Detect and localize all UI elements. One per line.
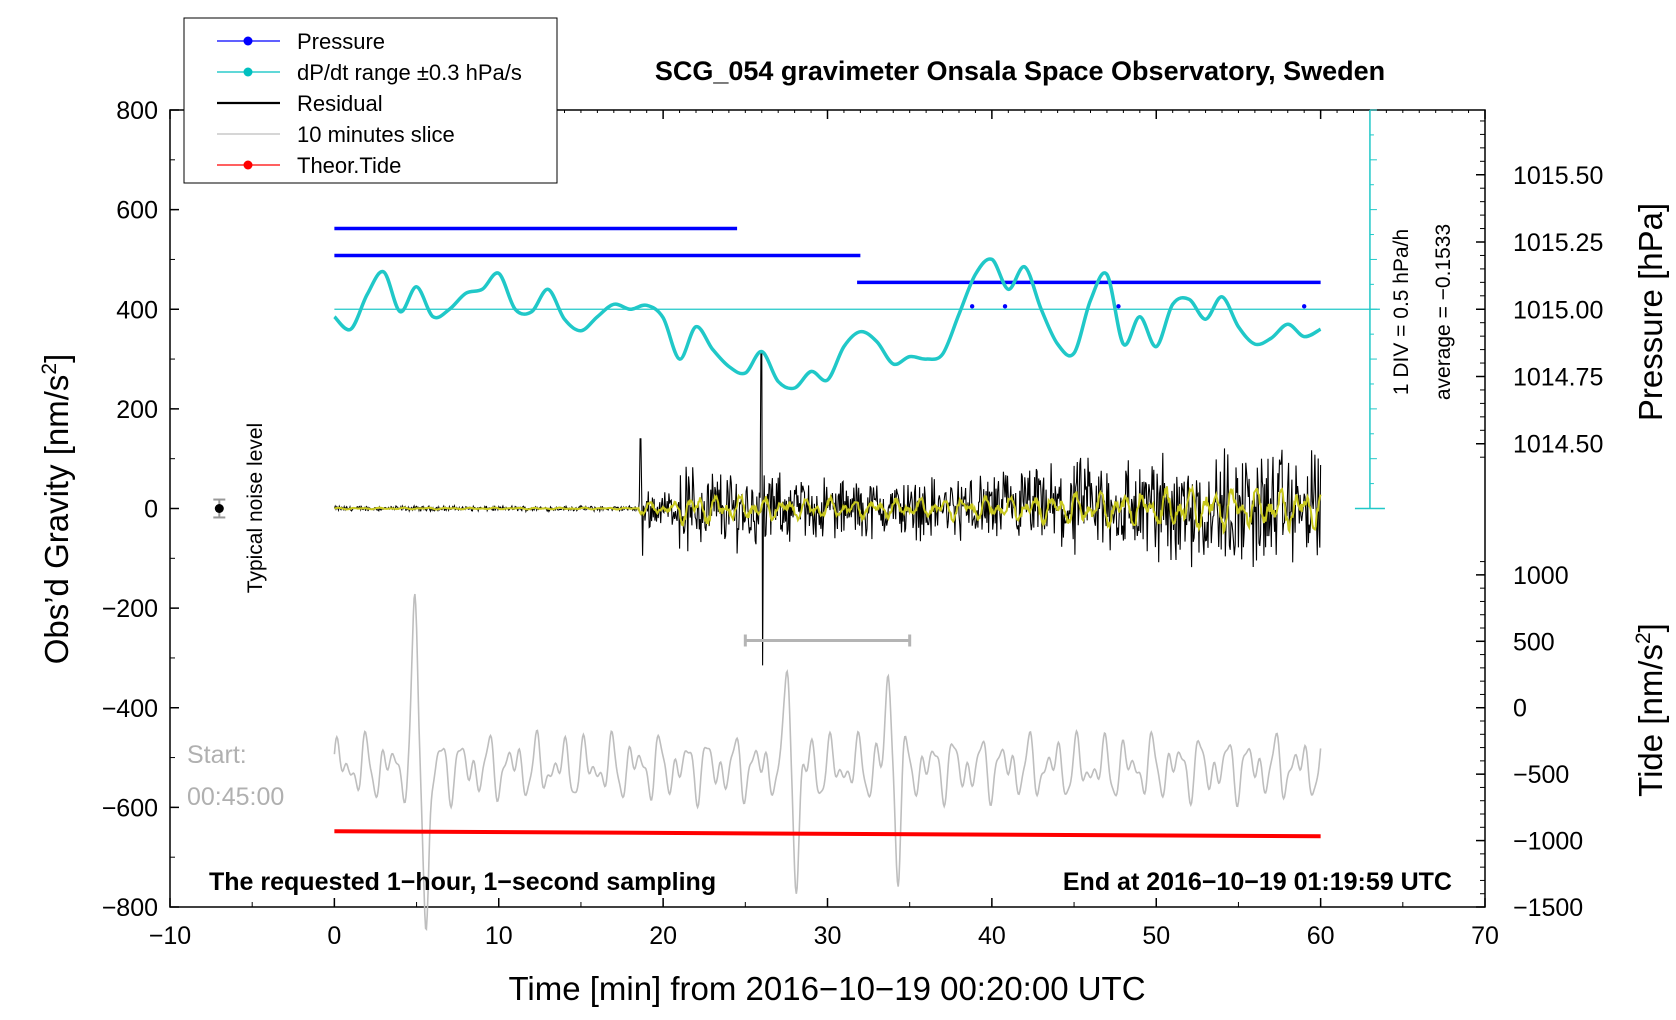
x-tick-label: 10 bbox=[485, 922, 513, 950]
legend-marker bbox=[243, 67, 253, 77]
residual-smoothed-trace bbox=[334, 484, 1322, 536]
footer-left: The requested 1−hour, 1−second sampling bbox=[209, 868, 716, 896]
y-label-left-end: ] bbox=[38, 354, 75, 363]
dpdt-curve bbox=[333, 257, 1322, 391]
x-tick-label: 40 bbox=[978, 922, 1006, 950]
y-axis-label-pressure: Pressure [hPa] bbox=[1632, 203, 1669, 421]
pressure-point bbox=[1116, 304, 1121, 309]
y-tick-label-tide: −500 bbox=[1513, 761, 1569, 789]
pressure-point bbox=[969, 304, 975, 309]
noise-level-label: Typical noise level bbox=[244, 423, 267, 593]
y-tick-label-tide: −1500 bbox=[1513, 894, 1583, 922]
y-tick-label-pressure: 1015.50 bbox=[1513, 162, 1603, 190]
x-axis-label: Time [min] from 2016−10−19 00:20:00 UTC bbox=[508, 970, 1145, 1007]
y-tick-label-left: 600 bbox=[116, 197, 158, 225]
y-tick-label-left: −400 bbox=[102, 695, 158, 723]
y-label-tide-sup: 2 bbox=[1632, 632, 1655, 644]
legend-marker bbox=[243, 160, 253, 170]
legend-label: Theor.Tide bbox=[297, 153, 401, 178]
dpdt-scale-label-1: 1 DIV = 0.5 hPa/h bbox=[1390, 229, 1413, 395]
y-tick-label-tide: 500 bbox=[1513, 628, 1555, 656]
start-time-label: 00:45:00 bbox=[187, 783, 284, 811]
x-tick-label: 50 bbox=[1142, 922, 1170, 950]
tide-trace bbox=[334, 829, 1321, 839]
y-tick-label-left: 0 bbox=[144, 496, 158, 524]
x-tick-label: −10 bbox=[149, 922, 191, 950]
series-layer bbox=[213, 109, 1385, 932]
legend-label: 10 minutes slice bbox=[297, 122, 455, 147]
start-label: Start: bbox=[187, 741, 247, 769]
y-label-left-sup: 2 bbox=[38, 363, 61, 375]
y-tick-label-tide: 0 bbox=[1513, 695, 1527, 723]
y-axis-label-left: Obs’d Gravity [nm/s2] bbox=[38, 354, 75, 665]
y-label-tide-main: Tide [nm/s bbox=[1632, 644, 1669, 797]
x-tick-label: 30 bbox=[814, 922, 842, 950]
legend-marker bbox=[243, 36, 253, 46]
y-label-tide-end: ] bbox=[1632, 623, 1669, 632]
x-tick-label: 20 bbox=[649, 922, 677, 950]
y-tick-label-pressure: 1014.50 bbox=[1513, 431, 1603, 459]
x-tick-label: 70 bbox=[1471, 922, 1499, 950]
y-tick-label-tide: 1000 bbox=[1513, 562, 1569, 590]
footer-right: End at 2016−10−19 01:19:59 UTC bbox=[1063, 868, 1452, 896]
y-tick-label-left: 400 bbox=[116, 296, 158, 324]
noise-marker-point bbox=[214, 504, 224, 513]
y-tick-label-pressure: 1015.25 bbox=[1513, 229, 1603, 257]
pressure-point bbox=[1301, 304, 1307, 309]
y-tick-label-left: −600 bbox=[102, 794, 158, 822]
legend-label: dP/dt range ±0.3 hPa/s bbox=[297, 60, 522, 85]
y-tick-label-left: −200 bbox=[102, 595, 158, 623]
chart-title: SCG_054 gravimeter Onsala Space Observat… bbox=[655, 56, 1385, 86]
x-tick-label: 60 bbox=[1307, 922, 1335, 950]
y-tick-label-left: −800 bbox=[102, 894, 158, 922]
legend-entries: Pressure dP/dt range ±0.3 hPa/s Residual 10… bbox=[217, 29, 522, 178]
y-tick-label-left: 200 bbox=[116, 396, 158, 424]
legend-box bbox=[183, 17, 558, 184]
x-tick-label: 0 bbox=[327, 922, 341, 950]
y-tick-label-pressure: 1014.75 bbox=[1513, 363, 1603, 391]
pressure-point bbox=[1002, 304, 1008, 309]
slice-trace bbox=[333, 593, 1322, 932]
legend: Pressure dP/dt range ±0.3 hPa/s Residual 10… bbox=[183, 17, 558, 184]
y-tick-label-tide: −1000 bbox=[1513, 828, 1583, 856]
y-tick-label-pressure: 1015.00 bbox=[1513, 296, 1603, 324]
y-label-left-main: Obs’d Gravity [nm/s bbox=[38, 375, 75, 665]
axis-ticks: −10 0 10 20 30 40 50 60 70 800 600 400 200 0 −200 −400 −… bbox=[102, 97, 1604, 950]
legend-label: Residual bbox=[297, 91, 383, 116]
legend-label: Pressure bbox=[297, 29, 385, 54]
y-tick-label-left: 800 bbox=[116, 97, 158, 125]
residual-trace bbox=[333, 353, 1322, 666]
y-axis-label-tide: Tide [nm/s2] bbox=[1632, 623, 1669, 797]
dpdt-scale-label-2: average = −0.1533 bbox=[1432, 224, 1455, 400]
